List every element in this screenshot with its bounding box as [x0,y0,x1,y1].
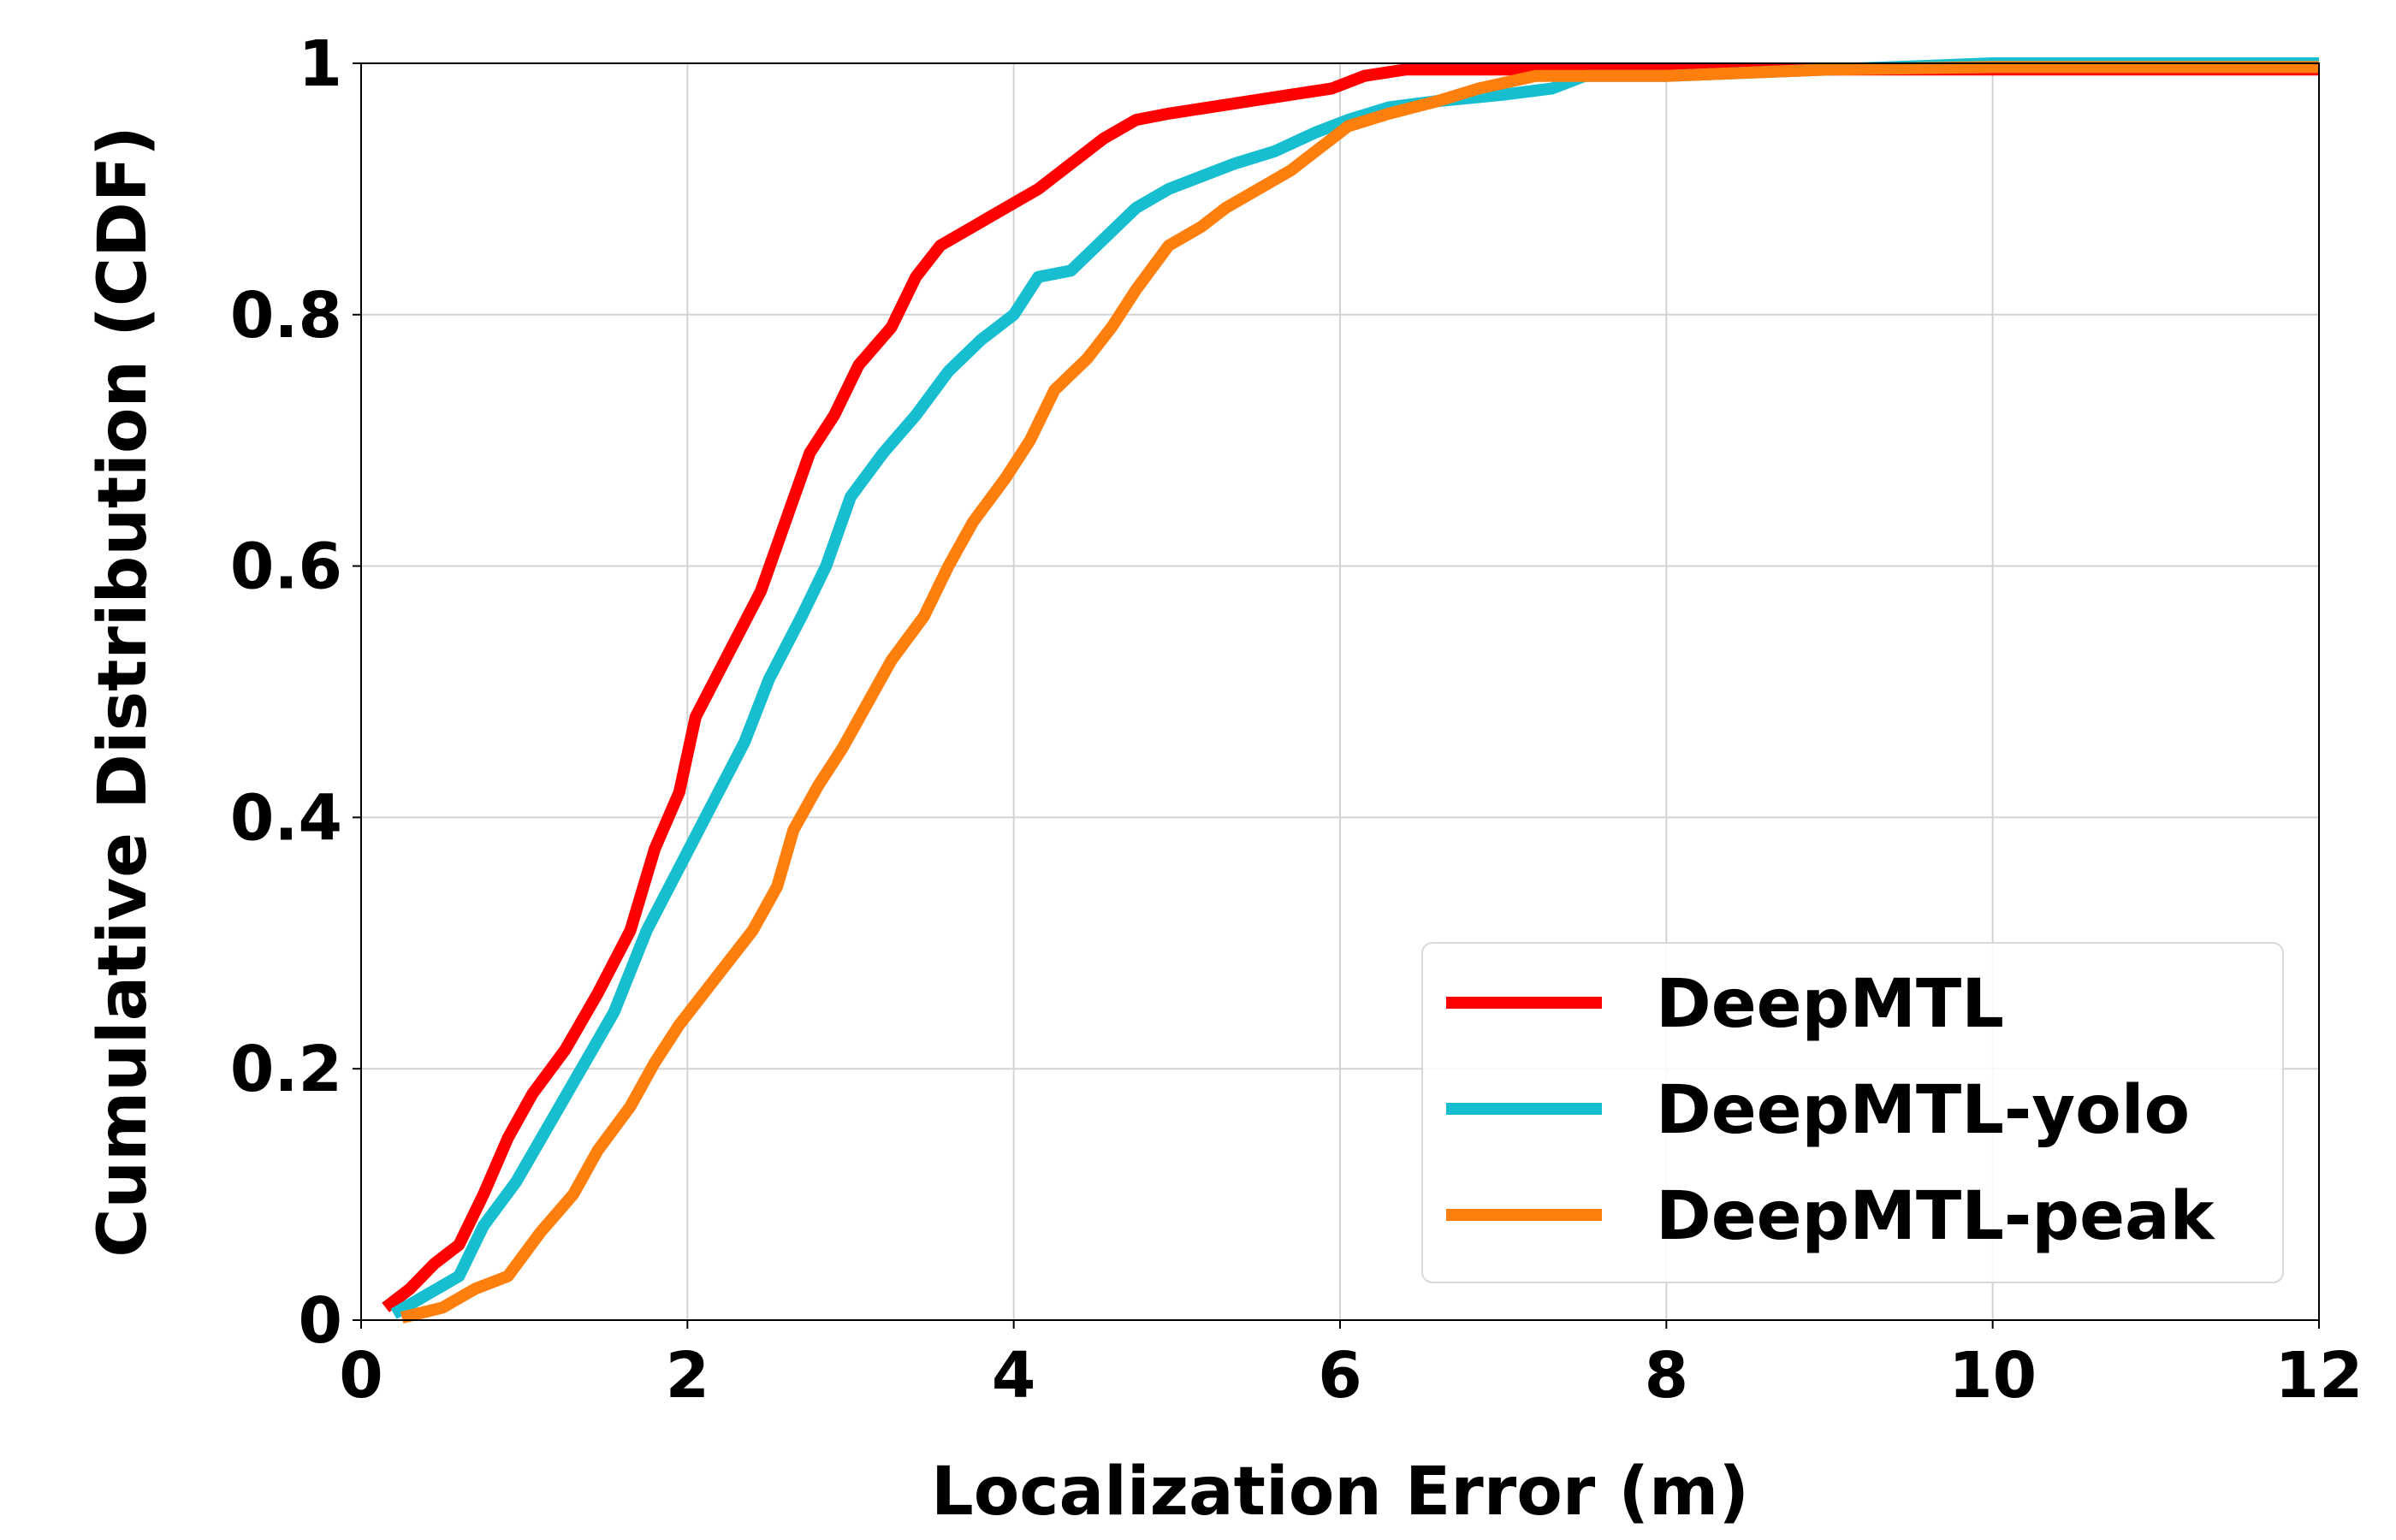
x-tick-label-5: 10 [1948,1339,2037,1413]
y-axis-title: Cumulative Distribution (CDF) [85,126,162,1258]
x-tick-label-1: 2 [666,1339,710,1413]
series-layer [382,57,2319,1324]
y-tick-label-3: 0.6 [230,530,342,604]
legend-label-deepmtl-yolo: DeepMTL-yolo [1656,1072,2190,1149]
y-tick-label-2: 0.4 [230,781,342,855]
y-tick-label-5: 1 [299,27,343,101]
y-tick-label-1: 0.2 [230,1033,342,1106]
y-tick-label-4: 0.8 [230,279,342,352]
axis-ticks: 0 2 4 6 8 10 12 0 0.2 0.4 0.6 0.8 1 [230,27,2363,1413]
legend-label-deepmtl: DeepMTL [1656,966,2004,1043]
x-tick-label-6: 12 [2275,1339,2363,1413]
legend: DeepMTL DeepMTL-yolo DeepMTL-peak [1421,942,2284,1283]
series-line-deepmtl-yolo [390,57,2319,1319]
y-tick-label-0: 0 [299,1284,343,1358]
legend-label-deepmtl-peak: DeepMTL-peak [1656,1178,2216,1255]
x-tick-label-4: 8 [1645,1339,1689,1413]
x-tick-label-2: 4 [992,1339,1036,1413]
series-line-deepmtl [382,63,2319,1312]
x-tick-label-0: 0 [339,1339,383,1413]
x-axis-title: Localization Error (m) [931,1454,1749,1531]
series-line-deepmtl-peak [400,61,2319,1324]
legend-box [1421,942,2284,1283]
x-tick-label-3: 6 [1318,1339,1362,1413]
